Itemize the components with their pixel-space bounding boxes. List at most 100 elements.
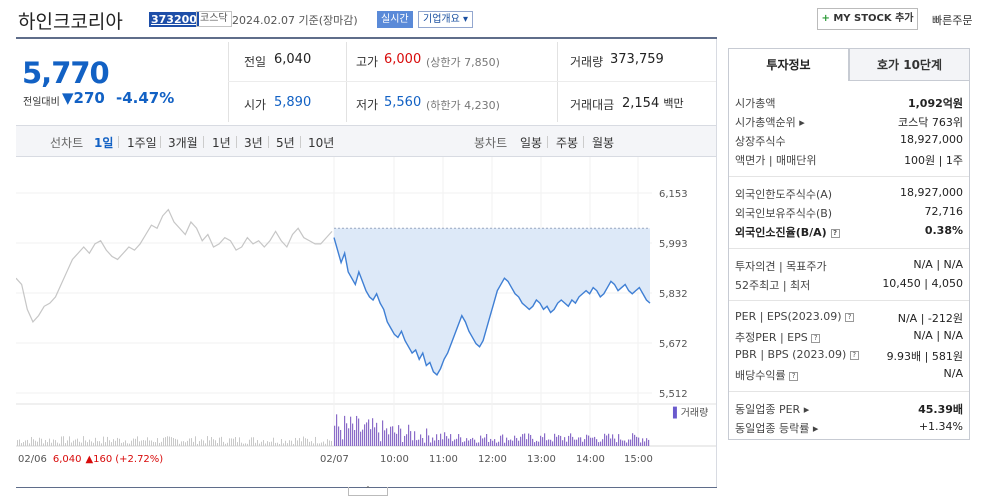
- help-icon[interactable]: ?: [849, 350, 859, 360]
- volume-bar: [119, 438, 120, 446]
- volume-bar: [490, 438, 492, 446]
- volume-bar: [402, 441, 404, 446]
- info-value: +1.34%: [918, 420, 963, 433]
- info-label: 시가총액: [735, 97, 776, 110]
- volume-bar: [329, 440, 330, 446]
- volume-bar: [522, 434, 524, 446]
- chevron-up-icon[interactable]: ⌃: [348, 486, 388, 496]
- volume-bar: [546, 440, 548, 446]
- price-chart[interactable]: 6,153 5,993 5,832 5,672 5,512 02/07 10:00 11:0…: [16, 157, 716, 469]
- period-10y[interactable]: 10년: [308, 136, 335, 150]
- volume-bar: [616, 442, 618, 446]
- volume-bar: [163, 437, 164, 446]
- stock-code[interactable]: 373200: [149, 12, 199, 27]
- volume-bar: [123, 442, 124, 446]
- volume-bar: [350, 416, 352, 446]
- help-icon[interactable]: ?: [811, 333, 821, 343]
- date-text: 2024.02.07 기준(장마감): [232, 14, 358, 27]
- volume-bar: [235, 437, 236, 446]
- volume-bar: [323, 441, 324, 446]
- volume-bar: [93, 442, 94, 446]
- volume-bar: [610, 438, 612, 446]
- period-3y[interactable]: 3년: [244, 136, 263, 150]
- divider: [16, 487, 717, 488]
- info-value: N/A | -212원: [897, 312, 963, 325]
- volume-bar: [247, 443, 248, 446]
- market-badge: 코스닥: [196, 11, 232, 27]
- volume-bar: [620, 439, 622, 446]
- volume-bar: [552, 441, 554, 446]
- amount-label: 거래대금: [570, 98, 615, 112]
- company-info-dropdown[interactable]: 기업개요 ▾: [418, 11, 474, 28]
- volume-bar: [508, 440, 510, 446]
- period-5y[interactable]: 5년: [276, 136, 295, 150]
- candle-daily[interactable]: 일봉: [520, 136, 543, 150]
- market-cap-rank-link[interactable]: 시가총액순위 ▸: [735, 116, 805, 129]
- volume-bar: [71, 442, 72, 446]
- volume-bar: [404, 435, 406, 446]
- divider: [236, 136, 237, 148]
- volume-bar: [614, 438, 616, 446]
- volume-bar: [299, 438, 300, 446]
- period-bar: 선차트 1일 1주일 3개월 1년 3년 5년 10년 봉차트 일봉 주봉 월봉: [16, 125, 717, 157]
- help-icon[interactable]: ?: [830, 228, 840, 238]
- volume-bar: [336, 414, 338, 446]
- volume-bar: [520, 436, 522, 446]
- sector-per-link[interactable]: 동일업종 PER ▸: [735, 403, 810, 416]
- volume-bar: [89, 439, 90, 446]
- volume-bar: [179, 443, 180, 446]
- info-table: 시가총액 1,092억원 시가총액순위 ▸ 코스닥 763위 상장주식수 18,…: [728, 81, 970, 440]
- quick-order-button[interactable]: 빠른주문: [932, 14, 973, 27]
- volume-bar: [61, 436, 62, 446]
- down-triangle-icon: ▼: [62, 89, 74, 107]
- period-1d[interactable]: 1일: [94, 136, 114, 150]
- volume-bar: [370, 429, 372, 446]
- info-value: 18,927,000: [900, 186, 963, 199]
- volume-bar: [342, 439, 344, 446]
- low-label: 저가: [356, 98, 379, 112]
- volume-bar: [512, 440, 514, 446]
- volume-bar: [319, 443, 320, 446]
- volume-bar: [424, 442, 426, 446]
- period-1w[interactable]: 1주일: [127, 136, 157, 150]
- price-fill-area: [334, 228, 650, 375]
- divider: [729, 248, 969, 249]
- mystock-add-button[interactable]: + MY STOCK 추가: [817, 8, 918, 30]
- plus-icon: +: [821, 13, 830, 24]
- volume-bar: [398, 425, 400, 446]
- volume-bar: [464, 441, 466, 446]
- volume-bar: [301, 441, 302, 446]
- info-value: 0.38%: [924, 224, 963, 237]
- tab-orderbook[interactable]: 호가 10단계: [849, 48, 970, 81]
- volume-bar: [205, 443, 206, 446]
- volume-bar: [109, 440, 110, 446]
- volume-bar: [293, 443, 294, 446]
- volume-bar: [594, 436, 596, 446]
- tab-invest-info[interactable]: 투자정보: [728, 48, 849, 81]
- volume-bar: [27, 439, 28, 446]
- volume-bar: [79, 441, 80, 446]
- realtime-button[interactable]: 실시간: [377, 11, 413, 28]
- volume-bar: [269, 442, 270, 446]
- help-icon[interactable]: ?: [789, 371, 799, 381]
- volume-bar: [115, 440, 116, 446]
- help-icon[interactable]: ?: [845, 312, 855, 322]
- volume-bar: [297, 440, 298, 446]
- volume-bar: [53, 439, 54, 446]
- divider: [346, 42, 347, 122]
- candle-weekly[interactable]: 주봉: [556, 136, 579, 150]
- info-value: N/A | N/A: [913, 258, 963, 271]
- period-1y[interactable]: 1년: [212, 136, 231, 150]
- volume-bar: [213, 439, 214, 446]
- volume-bar: [596, 439, 598, 446]
- volume-bar: [470, 438, 472, 446]
- divider: [16, 37, 717, 39]
- info-label: 투자의견 | 목표주가: [735, 260, 827, 273]
- volume-bar: [157, 438, 158, 446]
- candle-monthly[interactable]: 월봉: [592, 136, 615, 150]
- volume-bar: [504, 442, 506, 446]
- sector-change-link[interactable]: 동일업종 등락률 ▸: [735, 422, 819, 435]
- volume-bar: [632, 433, 634, 446]
- volume-bar: [287, 443, 288, 446]
- period-3m[interactable]: 3개월: [168, 136, 198, 150]
